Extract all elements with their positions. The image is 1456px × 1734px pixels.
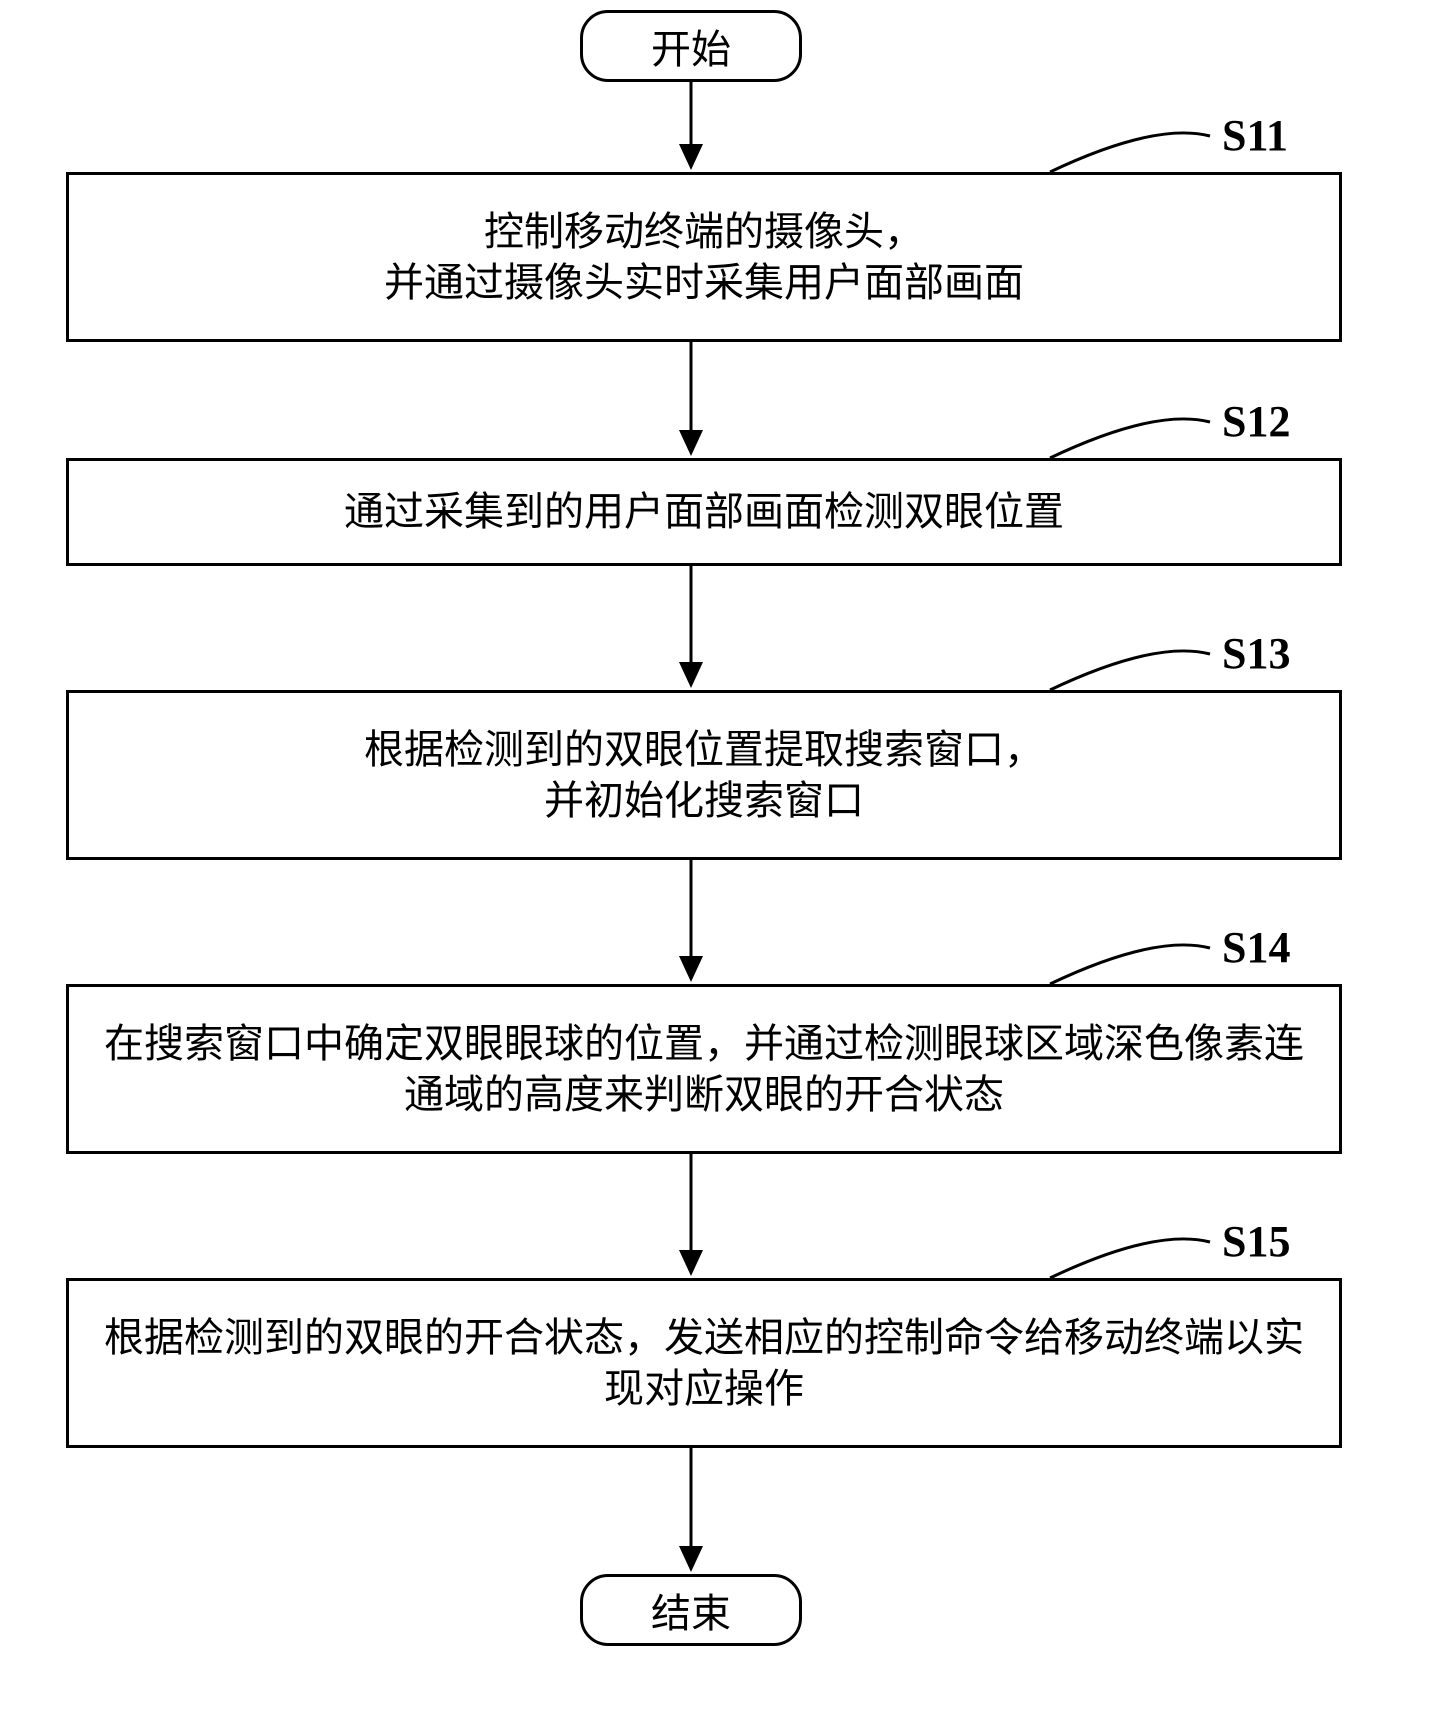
flow-arrows	[0, 0, 1456, 1734]
